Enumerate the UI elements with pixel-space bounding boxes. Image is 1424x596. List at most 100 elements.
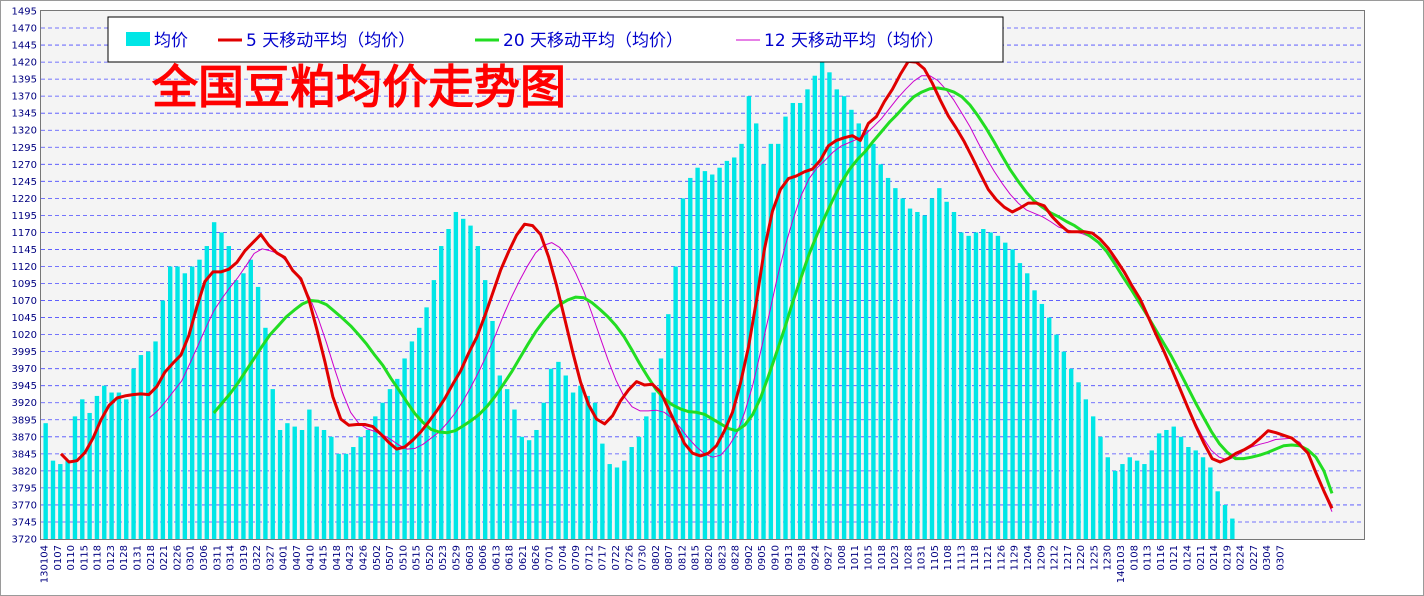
price-bar <box>124 399 129 539</box>
price-bar <box>600 443 605 539</box>
price-bar <box>1112 470 1118 539</box>
x-tick-label: 1204 <box>1023 545 1034 570</box>
price-bar <box>695 167 700 539</box>
x-tick-label: 0219 <box>1222 545 1233 570</box>
price-bar <box>204 246 210 539</box>
price-bar <box>1003 242 1008 539</box>
price-bar <box>307 409 312 539</box>
price-bar <box>497 375 503 539</box>
x-tick-label: 0115 <box>79 545 90 570</box>
x-tick-label: 1129 <box>1010 545 1021 570</box>
x-tick-label: 1031 <box>917 545 928 570</box>
price-bar <box>504 389 510 539</box>
y-tick-label: 3720 <box>12 535 37 546</box>
price-bar <box>563 375 568 539</box>
price-bar <box>863 130 869 539</box>
price-bar <box>182 273 188 539</box>
price-bar <box>673 266 678 539</box>
y-tick-label: 3795 <box>12 483 37 494</box>
x-tick-label: 1011 <box>850 545 861 570</box>
price-bar <box>651 392 656 539</box>
x-tick-label: 0905 <box>757 545 768 570</box>
y-tick-label: 1045 <box>12 313 37 324</box>
x-tick-label: 0415 <box>319 545 330 570</box>
price-bar <box>548 368 554 539</box>
y-axis: 3720 3745 3770 3795 3820 3845 3870 3895 3920 3945… <box>12 7 37 546</box>
price-bar <box>556 361 561 539</box>
price-bar <box>1068 368 1074 539</box>
x-tick-label: 0123 <box>106 545 117 570</box>
legend-box <box>107 16 1004 63</box>
y-tick-label: 3920 <box>12 398 37 409</box>
x-tick-label: 1028 <box>903 545 914 570</box>
y-tick-label: 3820 <box>12 466 37 477</box>
legend-label: 12 天移动平均（均价） <box>764 31 944 51</box>
price-bar <box>1010 249 1015 540</box>
x-tick-label: 0128 <box>119 545 130 570</box>
price-bar <box>805 89 810 539</box>
x-tick-label: 0410 <box>305 545 316 570</box>
price-bar <box>1127 457 1132 539</box>
price-bar <box>402 358 407 539</box>
price-bar <box>116 392 122 539</box>
x-tick-label: 0913 <box>784 545 795 570</box>
price-bar <box>1186 447 1191 539</box>
x-tick-label: 0910 <box>771 545 782 570</box>
line-series <box>59 59 1334 512</box>
price-bar <box>929 198 935 539</box>
price-bar <box>1200 457 1206 539</box>
x-tick-label: 0327 <box>265 545 276 570</box>
x-tick-label: 0407 <box>292 545 303 570</box>
y-tick-label: 1295 <box>12 143 37 154</box>
price-bar <box>717 167 722 539</box>
legend-swatch-bar <box>126 32 150 46</box>
y-tick-label: 3770 <box>12 500 37 511</box>
y-tick-label: 1370 <box>12 92 37 103</box>
x-tick-label: 1023 <box>890 545 901 570</box>
price-bar <box>1098 436 1103 539</box>
price-bar <box>900 198 905 539</box>
y-tick-label: 1495 <box>12 7 37 18</box>
y-tick-label: 3870 <box>12 432 37 443</box>
price-bar <box>175 266 180 539</box>
x-tick-label: 0730 <box>638 545 649 570</box>
x-tick-label: 1209 <box>1036 545 1047 570</box>
x-tick-label: 0301 <box>186 545 197 570</box>
price-bar <box>1149 450 1154 539</box>
price-bar <box>167 266 173 539</box>
price-bar <box>1061 351 1067 539</box>
price-bar <box>1156 433 1162 539</box>
price-bar <box>373 416 378 539</box>
price-bar <box>153 341 158 539</box>
x-tick-label: 0606 <box>478 545 489 570</box>
price-bar <box>197 259 202 539</box>
price-bar <box>1142 464 1147 539</box>
price-bar <box>871 143 876 539</box>
x-tick-label: 0319 <box>239 545 250 570</box>
price-bar <box>724 160 730 540</box>
price-bar <box>358 436 363 539</box>
x-tick-label: 0304 <box>1262 545 1273 570</box>
price-bar <box>460 218 466 539</box>
price-bar <box>739 143 744 539</box>
y-tick-label: 1145 <box>12 245 37 256</box>
price-bar <box>475 246 481 539</box>
price-bar <box>966 235 971 539</box>
price-bar <box>746 96 752 540</box>
price-bar <box>907 208 913 539</box>
price-bar <box>658 358 664 539</box>
price-bar <box>255 286 261 539</box>
x-tick-label: 0902 <box>744 545 755 570</box>
price-bar <box>768 143 774 539</box>
price-bar <box>189 266 195 539</box>
x-tick-label: 0507 <box>385 545 396 570</box>
price-bar <box>160 300 166 539</box>
price-bar <box>775 143 781 539</box>
y-tick-label: 1345 <box>12 109 37 120</box>
price-bar <box>1215 491 1220 539</box>
x-tick-label: 1015 <box>864 545 875 570</box>
price-bar <box>622 460 627 539</box>
price-bar <box>80 399 85 539</box>
x-tick-label: 0510 <box>398 545 409 570</box>
